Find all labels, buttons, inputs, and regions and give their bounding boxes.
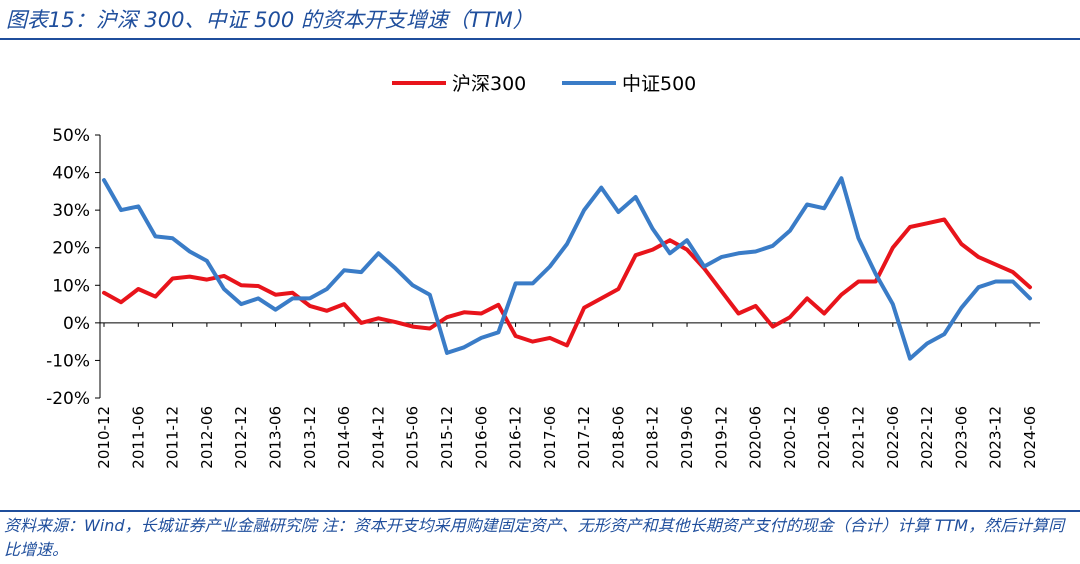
x-tick-label: 2019-06 <box>678 406 696 469</box>
source-note: 资料来源：Wind，长城证券产业金融研究院 注：资本开支均采用购建固定资产、无形… <box>4 516 1065 559</box>
x-tick-label: 2023-06 <box>952 406 970 469</box>
x-tick-label: 2020-06 <box>747 406 765 469</box>
x-tick-label: 2023-12 <box>987 406 1005 469</box>
x-tick-label: 2012-06 <box>198 406 216 469</box>
line-chart: 沪深300 中证500 -20% -10% 0% 10% 20% 30% 40% 50% 2010… <box>46 73 1040 469</box>
series-line <box>102 217 1032 348</box>
x-tick-label: 2017-06 <box>541 406 559 469</box>
x-tick-label: 2015-12 <box>438 406 456 469</box>
x-tick-label: 2011-06 <box>129 406 147 469</box>
x-tick-label: 2016-06 <box>472 406 490 469</box>
x-tick-label: 2012-12 <box>232 406 250 469</box>
y-tick-label: 30% <box>52 201 90 221</box>
y-tick-label: -10% <box>46 351 90 371</box>
legend-label: 中证500 <box>622 73 696 95</box>
x-tick-label: 2015-06 <box>404 406 422 469</box>
x-tick-label: 2014-06 <box>335 406 353 469</box>
y-tick-label: 0% <box>63 314 90 334</box>
footer-rule <box>0 510 1080 512</box>
x-tick-label: 2013-12 <box>301 406 319 469</box>
y-tick-label: 10% <box>52 276 90 296</box>
y-tick-label: -20% <box>46 389 90 409</box>
x-tick-label: 2017-12 <box>575 406 593 469</box>
chart-title: 图表15：沪深 300、中证 500 的资本开支增速（TTM） <box>6 8 534 32</box>
y-tick-label: 50% <box>52 126 90 146</box>
x-tick-label: 2024-06 <box>1021 406 1039 469</box>
x-tick-label: 2018-12 <box>644 406 662 469</box>
legend-label: 沪深300 <box>452 73 526 95</box>
series-lines <box>102 176 1032 361</box>
x-tick-label: 2011-12 <box>164 406 182 469</box>
x-tick-label: 2018-06 <box>609 406 627 469</box>
x-tick-label: 2020-12 <box>781 406 799 469</box>
x-tick-label: 2016-12 <box>507 406 525 469</box>
legend: 沪深300 中证500 <box>392 73 696 95</box>
x-tick-label: 2010-12 <box>95 406 113 469</box>
title-rule <box>0 38 1080 40</box>
axes: -20% -10% 0% 10% 20% 30% 40% 50% 2010-12 2011-06 2… <box>46 126 1040 469</box>
x-tick-label: 2013-06 <box>266 406 284 469</box>
y-tick-label: 40% <box>52 164 90 184</box>
x-tick-label: 2014-12 <box>369 406 387 469</box>
x-tick-label: 2021-06 <box>815 406 833 469</box>
x-tick-label: 2022-12 <box>918 406 936 469</box>
x-tick-label: 2022-06 <box>884 406 902 469</box>
x-tick-label: 2021-12 <box>850 406 868 469</box>
y-tick-label: 20% <box>52 239 90 259</box>
x-tick-label: 2019-12 <box>712 406 730 469</box>
series-line <box>102 176 1032 361</box>
